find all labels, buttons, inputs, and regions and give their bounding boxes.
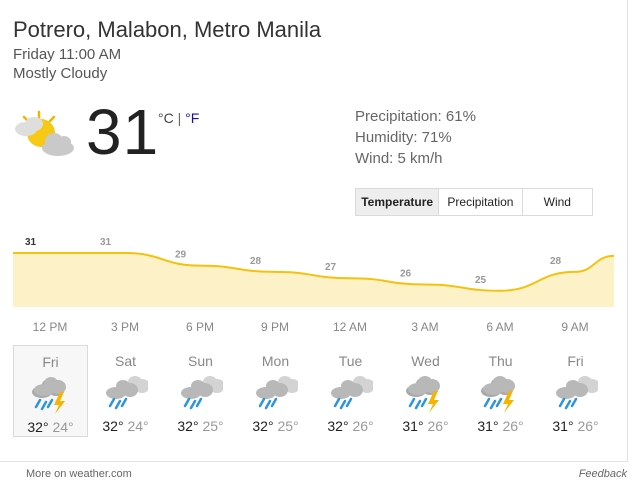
current-temperature: 31 [86, 96, 160, 168]
day-temperatures: 32° 24° [88, 418, 163, 434]
low-temperature: 26° [502, 418, 524, 434]
forecast-day[interactable]: Mon 32° 25° [238, 345, 313, 437]
thunderstorm-icon [406, 376, 440, 413]
day-temperatures: 32° 25° [163, 418, 238, 434]
hour-label: 3 PM [110, 320, 140, 334]
day-temperatures: 32° 24° [14, 419, 87, 435]
day-name: Sat [114, 353, 136, 369]
day-temperatures: 31° 26° [388, 418, 463, 434]
rain-cloud-icon [106, 376, 148, 410]
hour-label: 12 AM [332, 320, 368, 334]
high-temperature: 32° [252, 418, 274, 434]
precipitation-stat: Precipitation: 61% [355, 108, 476, 125]
chart-tabs: Temperature Precipitation Wind [355, 188, 593, 216]
hour-label: 6 PM [185, 320, 215, 334]
low-temperature: 26° [577, 418, 599, 434]
temperature-label: 31 [25, 237, 37, 248]
high-temperature: 32° [177, 418, 199, 434]
high-temperature: 31° [552, 418, 574, 434]
low-temperature: 26° [427, 418, 449, 434]
tab-temperature[interactable]: Temperature [356, 189, 440, 215]
day-name: Fri [567, 353, 584, 369]
forecast-day[interactable]: Fri 32° 24° [13, 345, 88, 437]
footer: More on weather.com Feedback [0, 462, 632, 483]
temperature-label: 25 [475, 275, 487, 286]
day-temperatures: 32° 26° [313, 418, 388, 434]
rain-cloud-icon [256, 376, 298, 410]
more-on-weather-link[interactable]: More on weather.com [26, 468, 132, 480]
high-temperature: 32° [27, 419, 49, 435]
day-temperatures: 32° 25° [238, 418, 313, 434]
high-temperature: 32° [327, 418, 349, 434]
datetime: Friday 11:00 AM [13, 46, 122, 63]
temperature-label: 29 [175, 250, 187, 261]
feedback-link[interactable]: Feedback [578, 468, 627, 480]
temperature-line [13, 252, 614, 292]
day-name: Mon [261, 353, 290, 369]
forecast-day[interactable]: Thu 31° 26° [463, 345, 538, 437]
unit-separator: | [177, 110, 182, 126]
forecast-day[interactable]: Tue 32° 26° [313, 345, 388, 437]
daily-forecast: Fri 32° 24° Sat 32° 24° Sun 32° 25° Mon 32° 25°… [13, 345, 613, 437]
low-temperature: 24° [127, 418, 149, 434]
forecast-day[interactable]: Sat 32° 24° [88, 345, 163, 437]
temperature-chart: 31 31 29 28 27 26 25 28 [13, 237, 614, 307]
temperature-label: 26 [400, 269, 412, 280]
humidity-stat: Humidity: 71% [355, 129, 452, 146]
day-name: Tue [338, 353, 363, 369]
unit-toggle[interactable]: °C | °F [158, 110, 199, 126]
location-title: Potrero, Malabon, Metro Manila [13, 17, 322, 42]
hour-label: 9 AM [561, 320, 589, 334]
wind-stat: Wind: 5 km/h [355, 150, 443, 167]
hour-label: 6 AM [486, 320, 514, 334]
sun-cloud-icon [15, 110, 74, 156]
low-temperature: 26° [352, 418, 374, 434]
day-temperatures: 31° 26° [463, 418, 538, 434]
forecast-day[interactable]: Fri 31° 26° [538, 345, 613, 437]
low-temperature: 25° [202, 418, 224, 434]
rain-cloud-icon [331, 376, 373, 410]
temperature-label: 31 [100, 237, 112, 248]
day-name: Sun [188, 353, 213, 369]
hour-axis: 12 PM 3 PM 6 PM 9 PM 12 AM 3 AM 6 AM 9 AM [0, 320, 614, 336]
weather-stats: Precipitation: 61% Humidity: 71% Wind: 5… [355, 106, 476, 169]
tab-precipitation[interactable]: Precipitation [439, 189, 523, 215]
hour-label: 9 PM [260, 320, 290, 334]
low-temperature: 24° [52, 419, 74, 435]
hour-label: 3 AM [411, 320, 439, 334]
forecast-day[interactable]: Wed 31° 26° [388, 345, 463, 437]
thunderstorm-icon [32, 377, 66, 414]
hour-label: 12 PM [32, 320, 68, 334]
high-temperature: 31° [402, 418, 424, 434]
day-temperatures: 31° 26° [538, 418, 613, 434]
temperature-label: 28 [250, 256, 262, 267]
high-temperature: 32° [102, 418, 124, 434]
thunderstorm-icon [481, 376, 515, 413]
day-name: Wed [411, 353, 440, 369]
tab-wind[interactable]: Wind [543, 195, 571, 209]
unit-fahrenheit[interactable]: °F [185, 110, 200, 126]
day-name: Thu [488, 353, 513, 369]
temperature-area [13, 253, 614, 307]
unit-celsius[interactable]: °C [158, 110, 174, 126]
condition: Mostly Cloudy [13, 65, 108, 82]
high-temperature: 31° [477, 418, 499, 434]
forecast-day[interactable]: Sun 32° 25° [163, 345, 238, 437]
temperature-label: 28 [550, 256, 562, 267]
weather-card: Potrero, Malabon, Metro Manila Friday 11… [0, 0, 628, 462]
rain-cloud-icon [556, 376, 598, 410]
low-temperature: 25° [277, 418, 299, 434]
day-name: Fri [42, 354, 59, 370]
temperature-label: 27 [325, 262, 337, 273]
rain-cloud-icon [181, 376, 223, 410]
